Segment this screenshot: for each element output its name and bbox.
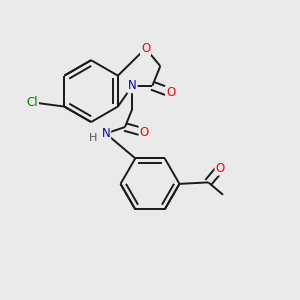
Text: N: N (128, 79, 137, 92)
Text: O: O (140, 126, 149, 139)
Text: H: H (89, 133, 98, 143)
Text: N: N (101, 127, 110, 140)
Text: O: O (215, 162, 225, 175)
Text: O: O (141, 42, 150, 55)
Text: O: O (166, 86, 175, 99)
Text: Cl: Cl (26, 96, 38, 110)
